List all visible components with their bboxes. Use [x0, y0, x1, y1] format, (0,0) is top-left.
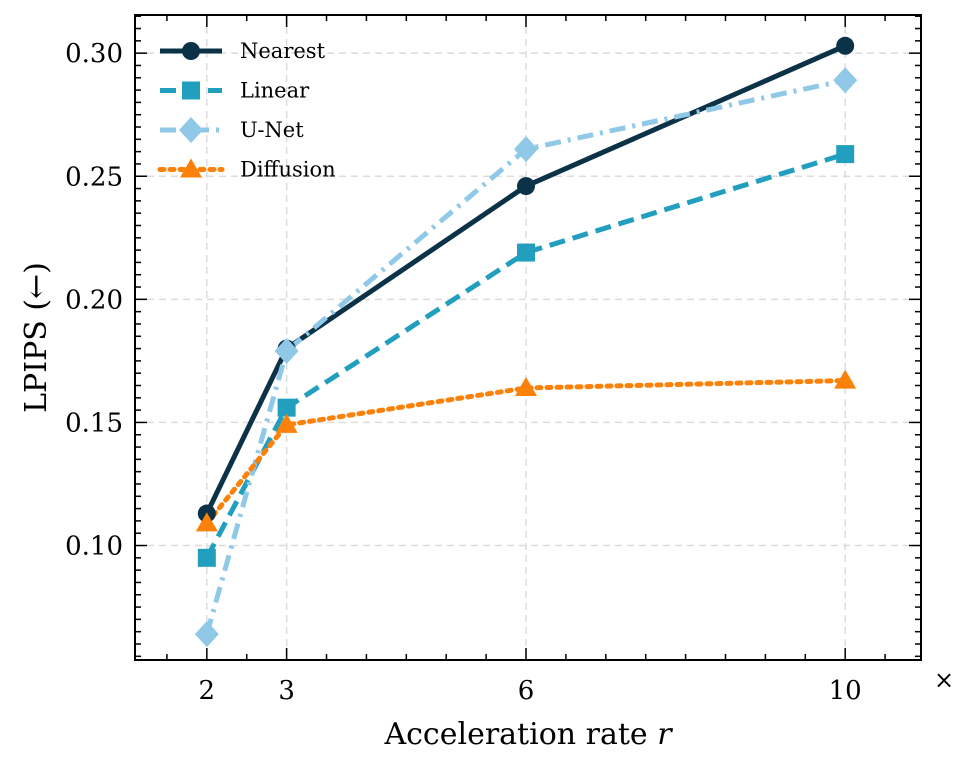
x-tick-label-0: 2: [199, 676, 216, 706]
legend-item-linear: Linear: [160, 79, 310, 103]
legend-marker-linear: [182, 81, 200, 100]
data-point-u-net-1: [274, 338, 299, 365]
tick-labels: 2 3 6 10 0.10 0.15 0.20 0.25 0.30: [65, 39, 862, 706]
y-tick-label-0: 0.10: [65, 532, 123, 562]
data-point-linear-3: [836, 145, 855, 164]
series-line-linear: [204, 151, 846, 559]
x-tick-label-3: 10: [829, 676, 862, 706]
legend-marker-diffusion: [180, 158, 202, 178]
y-tick-label-3: 0.25: [65, 162, 123, 192]
data-point-diffusion-1: [275, 413, 298, 433]
series-line-u-net: [204, 77, 846, 635]
data-point-u-net-2: [514, 136, 539, 163]
legend-item-nearest: Nearest: [160, 39, 326, 63]
data-point-linear-0: [197, 548, 216, 567]
legend: Nearest Linear U-Net Diffusion: [157, 39, 336, 182]
x-tick-label-1: 3: [278, 676, 295, 706]
data-point-diffusion-3: [834, 369, 857, 389]
grid: [135, 15, 921, 660]
data-point-u-net-3: [833, 67, 858, 94]
data-point-nearest-3: [836, 36, 855, 55]
series-line-diffusion: [204, 378, 848, 526]
legend-item-u-net: U-Net: [160, 117, 304, 143]
legend-label-diffusion: Diffusion: [240, 158, 336, 182]
x-axis-label-text: Acceleration rate: [383, 717, 647, 752]
data-point-linear-2: [517, 243, 536, 262]
x-unit-suffix: ×: [934, 666, 954, 694]
plot-frame: [134, 14, 922, 661]
x-axis-label: Acceleration rate r: [383, 717, 673, 752]
data-point-diffusion-2: [515, 376, 538, 396]
legend-label-nearest: Nearest: [240, 39, 326, 63]
legend-item-diffusion: Diffusion: [157, 158, 336, 182]
legend-label-u-net: U-Net: [240, 118, 304, 142]
data-point-u-net-0: [194, 621, 219, 648]
axis-ticks: [135, 15, 921, 660]
y-tick-label-4: 0.30: [65, 39, 123, 69]
series-markers: [194, 36, 858, 648]
y-tick-label-1: 0.15: [65, 408, 123, 438]
x-axis-label-variable: r: [657, 717, 673, 752]
series-lines: [204, 43, 848, 635]
y-tick-label-2: 0.20: [65, 285, 123, 315]
legend-label-linear: Linear: [240, 79, 310, 103]
legend-marker-nearest: [182, 42, 200, 60]
data-point-diffusion-0: [195, 512, 218, 532]
legend-marker-u-net: [179, 117, 203, 143]
data-point-linear-1: [277, 398, 296, 417]
data-point-nearest-2: [517, 177, 536, 196]
y-axis-label: LPIPS (←): [19, 262, 54, 413]
x-tick-label-2: 6: [518, 676, 535, 706]
